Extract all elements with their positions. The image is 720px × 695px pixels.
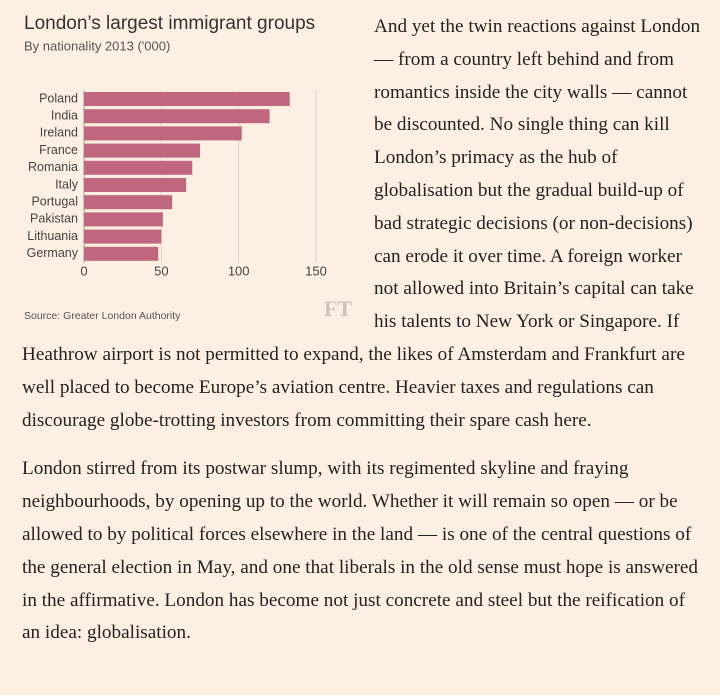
chart: London’s largest immigrant groups By nat… — [24, 13, 352, 322]
bar — [84, 160, 193, 175]
y-tick-label: Pakistan — [30, 212, 78, 226]
bar — [84, 143, 200, 158]
x-tick-label: 150 — [305, 263, 327, 278]
y-tick-label: Lithuania — [27, 229, 78, 243]
y-tick-label: India — [51, 108, 78, 122]
bar — [84, 246, 159, 261]
y-tick-label: Italy — [55, 177, 79, 191]
paragraph: And yet the twin reactions against Londo… — [22, 16, 701, 431]
bar — [84, 126, 242, 141]
y-tick-label: Ireland — [40, 126, 78, 140]
y-tick-label: France — [39, 143, 78, 157]
paragraph: London stirred from its postwar slump, w… — [22, 458, 698, 644]
chart-subtitle: By nationality 2013 ('000) — [24, 38, 170, 53]
bar — [84, 212, 163, 227]
y-tick-label: Romania — [28, 160, 78, 174]
logo: FT — [324, 296, 352, 321]
bar — [84, 178, 187, 192]
bar — [84, 92, 290, 106]
figure: London’s largest immigrant groups By nat… — [22, 0, 352, 338]
article: London’s largest immigrant groups By nat… — [22, 0, 701, 644]
bar — [84, 229, 162, 244]
x-tick-label: 100 — [228, 263, 250, 278]
x-tick-label: 50 — [154, 263, 168, 278]
chart-title: London’s largest immigrant groups — [24, 13, 315, 34]
y-tick-label: Germany — [27, 246, 79, 260]
bar — [84, 195, 173, 210]
x-tick-label: 0 — [80, 263, 87, 278]
y-tick-label: Portugal — [31, 194, 78, 208]
source: Source: Greater London Authority — [24, 310, 181, 322]
y-tick-label: Poland — [39, 91, 78, 105]
bar — [84, 109, 270, 124]
